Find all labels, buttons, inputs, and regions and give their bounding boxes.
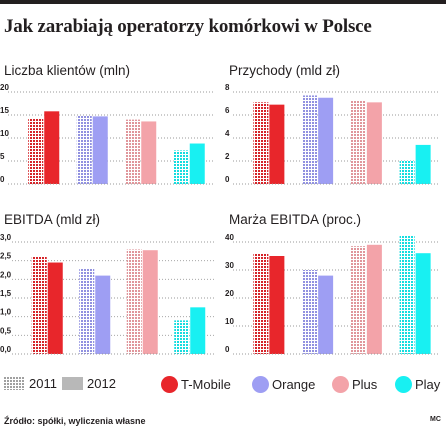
legend-item-play: Play <box>395 376 440 393</box>
bar-play-2012 <box>415 144 431 184</box>
bar-plus-2012 <box>142 250 158 354</box>
bar-orange-2011 <box>76 115 92 184</box>
y-tick-label: 0 <box>0 175 5 184</box>
y-tick-label: 20 <box>225 289 234 298</box>
panel-title-ebitda: EBITDA (mld zł) <box>4 212 101 227</box>
y-tick-label: 2 <box>225 152 230 161</box>
bar-tmobile-2012 <box>269 104 285 184</box>
bar-play-2012 <box>189 143 205 184</box>
chart-title: Jak zarabiają operatorzy komórkowi w Pol… <box>4 16 372 37</box>
y-tick-label: 3,0 <box>0 233 12 242</box>
legend-item-orange: Orange <box>252 376 315 393</box>
legend-item-2011: 2011 <box>4 376 57 391</box>
bar-plus-2012 <box>141 121 157 184</box>
bar-play-2011 <box>399 161 415 184</box>
y-tick-label: 15 <box>0 106 9 115</box>
chart-clients: 0 5 10 15 20 <box>0 83 214 185</box>
legend-item-tmobile: T-Mobile <box>161 376 231 393</box>
y-tick-label: 10 <box>225 317 234 326</box>
legend-label-2011: 2011 <box>29 376 57 391</box>
panel-title-ebitda-margin: Marża EBITDA (proc.) <box>229 212 362 227</box>
bar-tmobile-2012 <box>269 256 285 354</box>
bar-orange-2011 <box>79 268 95 354</box>
bar-plus-2011 <box>125 119 141 184</box>
y-tick-label: 1,0 <box>0 308 12 317</box>
bar-play-2012 <box>190 307 206 354</box>
chart-ebitda: 0,0 0,5 1,0 1,5 2,0 2,5 3,0 <box>0 233 214 355</box>
bar-tmobile-2012 <box>44 111 60 184</box>
chart-ebitda-margin: 0 10 20 30 40 <box>225 233 440 355</box>
panel-title-revenue: Przychody (mld zł) <box>229 63 341 78</box>
y-tick-label: 8 <box>225 83 230 92</box>
y-tick-label: 0 <box>225 345 230 354</box>
bar-tmobile-2012 <box>47 262 63 354</box>
legend-label-2012: 2012 <box>87 376 116 391</box>
legend-label-tmobile: T-Mobile <box>181 377 231 392</box>
bar-orange-2011 <box>302 95 318 184</box>
chart-revenue: 0 2 4 6 8 <box>225 83 440 185</box>
legend-label-orange: Orange <box>272 377 316 392</box>
bar-orange-2012 <box>92 116 108 184</box>
y-tick-label: 10 <box>0 129 9 138</box>
y-tick-label: 0,0 <box>0 345 12 354</box>
y-tick-label: 6 <box>225 106 230 115</box>
legend-dot-orange <box>252 376 269 393</box>
y-tick-label: 1,5 <box>0 289 12 298</box>
legend-dot-plus <box>332 376 349 393</box>
bar-tmobile-2011 <box>28 118 44 184</box>
legend-dot-tmobile <box>161 376 178 393</box>
bar-play-2012 <box>415 253 431 354</box>
y-tick-label: 40 <box>225 233 234 242</box>
y-tick-label: 2,5 <box>0 252 12 261</box>
source-note: Źródło: spółki, wyliczenia własne <box>4 416 146 426</box>
bar-play-2011 <box>173 150 189 184</box>
y-tick-label: 20 <box>0 83 9 92</box>
bar-plus-2012 <box>366 102 382 184</box>
bar-plus-2011 <box>350 246 366 354</box>
bar-orange-2012 <box>95 275 111 354</box>
legend-item-plus: Plus <box>332 376 377 393</box>
legend: 2011 2012 T-Mobile Orange Plus Play <box>0 376 446 398</box>
bar-plus-2012 <box>366 244 382 354</box>
legend-label-play: Play <box>415 377 441 392</box>
legend-label-plus: Plus <box>352 377 378 392</box>
y-tick-label: 5 <box>0 152 5 161</box>
bar-play-2011 <box>399 235 415 354</box>
bar-play-2011 <box>174 320 190 354</box>
bar-tmobile-2011 <box>253 253 269 354</box>
y-tick-label: 2,0 <box>0 270 12 279</box>
legend-dot-play <box>395 376 412 393</box>
bar-orange-2011 <box>302 270 318 354</box>
legend-swatch-2011 <box>4 377 25 390</box>
bar-orange-2012 <box>318 97 334 184</box>
y-tick-label: 0 <box>225 175 230 184</box>
bar-tmobile-2011 <box>253 102 269 184</box>
author-credit: MC <box>430 416 441 423</box>
top-rule <box>0 0 446 4</box>
legend-item-2012: 2012 <box>62 376 116 391</box>
y-tick-label: 30 <box>225 261 234 270</box>
panel-title-clients: Liczba klientów (mln) <box>4 63 131 78</box>
bar-orange-2012 <box>318 275 334 354</box>
y-tick-label: 0,5 <box>0 326 12 335</box>
bar-plus-2011 <box>126 249 142 354</box>
y-tick-label: 4 <box>225 129 230 138</box>
bar-plus-2011 <box>350 100 366 184</box>
bar-tmobile-2011 <box>31 256 47 354</box>
legend-swatch-2012 <box>62 377 83 390</box>
